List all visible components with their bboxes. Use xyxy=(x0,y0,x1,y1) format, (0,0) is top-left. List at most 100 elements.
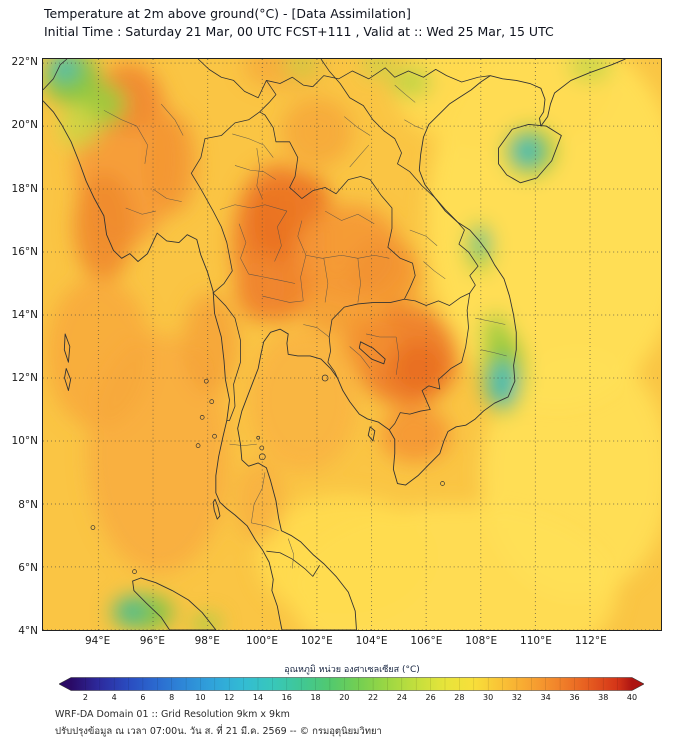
colorbar-tick-value: 30 xyxy=(483,693,494,702)
colorbar-tick-value: 20 xyxy=(339,693,350,702)
y-axis-tick-label: 10°N xyxy=(11,435,38,448)
small-island xyxy=(259,445,265,451)
island-outline xyxy=(64,368,72,391)
small-island xyxy=(195,443,201,448)
colorbar-tick-value: 34 xyxy=(540,693,551,702)
map-canvas xyxy=(43,59,661,630)
colorbar-tick-value: 36 xyxy=(569,693,580,702)
x-axis-tick-label: 96°E xyxy=(139,635,166,647)
x-axis-tick-label: 102°E xyxy=(300,635,333,647)
y-axis-tick-label: 12°N xyxy=(11,372,38,385)
colorbar-tick-value: 24 xyxy=(396,693,407,702)
province-border xyxy=(395,336,400,375)
country-border xyxy=(404,292,470,306)
province-border xyxy=(423,261,446,280)
province-border xyxy=(232,133,274,158)
province-border xyxy=(305,254,390,259)
temperature-field xyxy=(43,59,661,630)
country-border xyxy=(43,59,68,91)
x-axis-tick-label: 112°E xyxy=(574,635,607,647)
province-border xyxy=(229,443,257,446)
province-border xyxy=(357,258,361,303)
colorbar-tick-value: 6 xyxy=(140,693,146,702)
province-border xyxy=(219,204,287,212)
province-border xyxy=(475,317,506,325)
y-axis-tick-label: 22°N xyxy=(11,56,38,69)
colorbar-tick-value: 40 xyxy=(626,693,638,702)
island-outline xyxy=(358,341,386,365)
island-outline xyxy=(498,124,562,184)
province-border xyxy=(161,103,184,136)
province-border xyxy=(238,223,249,275)
province-border xyxy=(256,148,263,199)
y-axis-tick-label: 16°N xyxy=(11,245,38,258)
x-axis-tick-label: 108°E xyxy=(465,635,498,647)
country-border xyxy=(312,67,491,87)
colorbar-tick-value: 10 xyxy=(195,693,206,702)
colorbar-tick-value: 38 xyxy=(598,693,609,702)
colorbar-tick-value: 4 xyxy=(111,693,117,702)
province-border xyxy=(323,258,329,303)
province-border xyxy=(274,210,288,262)
island-outline xyxy=(212,498,221,520)
province-border xyxy=(251,522,279,532)
colorbar-tick-value: 12 xyxy=(224,693,235,702)
province-border xyxy=(409,229,438,246)
country-border xyxy=(388,292,471,431)
island-outline xyxy=(367,426,376,442)
colorbar-tick-value: 32 xyxy=(511,693,523,702)
colorbar-label: อุณหภูมิ หน่วย องศาเซลเซียส (°C) xyxy=(284,665,420,675)
colorbar-tick-value: 22 xyxy=(367,693,379,702)
province-border xyxy=(251,472,266,523)
small-island xyxy=(209,399,215,404)
country-border xyxy=(320,59,479,294)
province-border xyxy=(303,324,330,338)
small-island xyxy=(258,453,266,461)
small-island xyxy=(132,569,137,574)
y-axis-tick-label: 4°N xyxy=(18,624,38,637)
province-border xyxy=(349,144,370,168)
small-island xyxy=(256,435,261,440)
colorbar xyxy=(58,676,645,691)
y-axis-tick-label: 18°N xyxy=(11,182,38,195)
page-subtitle: Initial Time : Saturday 21 Mar, 00 UTC F… xyxy=(44,24,554,39)
small-island xyxy=(90,525,96,530)
footer-update-info: ปรับปรุงข้อมูล ณ เวลา 07:00น. วัน ส. ที่… xyxy=(55,726,382,737)
y-axis-tick-label: 20°N xyxy=(11,119,38,132)
y-axis-tick-label: 8°N xyxy=(18,498,38,511)
province-border xyxy=(125,207,156,215)
island-outline xyxy=(132,577,217,630)
small-island xyxy=(440,481,445,486)
small-island xyxy=(203,378,209,384)
colorbar-tick-value: 28 xyxy=(454,693,465,702)
x-axis-tick-label: 110°E xyxy=(520,635,552,647)
country-border xyxy=(327,298,405,379)
province-border xyxy=(404,119,424,130)
province-border xyxy=(103,110,137,127)
province-border xyxy=(324,210,375,224)
coastline-path xyxy=(43,59,626,630)
x-axis-tick-label: 104°E xyxy=(355,635,388,647)
x-axis-tick-label: 100°E xyxy=(246,635,278,647)
page-title: Temperature at 2m above ground(°C) - [Da… xyxy=(44,6,411,21)
province-border xyxy=(480,349,507,357)
country-border xyxy=(197,59,313,99)
small-island xyxy=(321,374,329,382)
province-border xyxy=(152,188,182,202)
grid-lines xyxy=(43,59,661,630)
province-border xyxy=(262,295,304,303)
province-border xyxy=(287,538,294,569)
map-plot-area xyxy=(42,58,662,631)
country-border xyxy=(190,111,260,421)
colorbar-tick-value: 8 xyxy=(169,693,175,702)
province-border xyxy=(365,333,397,338)
province-border xyxy=(136,125,148,164)
province-border xyxy=(349,346,371,369)
colorbar-gradient xyxy=(58,677,645,691)
x-axis-tick-label: 98°E xyxy=(194,635,220,647)
country-border xyxy=(259,111,416,300)
province-border xyxy=(234,165,277,180)
y-axis-tick-label: 6°N xyxy=(18,561,38,574)
colorbar-tick-value: 16 xyxy=(281,693,292,702)
